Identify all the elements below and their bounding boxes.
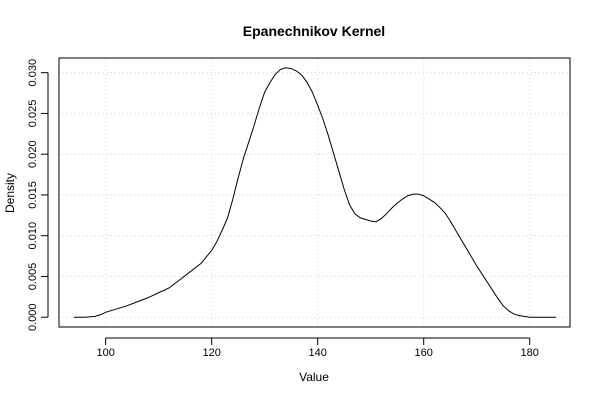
y-tick-label: 0.010 <box>27 222 39 250</box>
x-axis: 100 120 140 160 180 <box>96 337 539 359</box>
y-tick-label: 0.020 <box>27 140 39 168</box>
x-axis-label: Value <box>299 370 329 384</box>
x-tick-label: 120 <box>202 347 220 359</box>
y-tick-label: 0.000 <box>27 303 39 331</box>
density-curve <box>73 67 557 318</box>
x-tick-label: 100 <box>96 347 114 359</box>
y-tick-label: 0.030 <box>27 59 39 87</box>
x-tick-label: 180 <box>521 347 539 359</box>
chart-title: Epanechnikov Kernel <box>243 23 385 39</box>
y-axis: 0.000 0.005 0.010 0.015 0.020 0.025 0.030 <box>27 59 49 331</box>
x-tick-label: 140 <box>309 347 327 359</box>
x-tick-label: 160 <box>415 347 433 359</box>
grid <box>59 58 570 327</box>
y-tick-label: 0.015 <box>27 181 39 209</box>
y-tick-label: 0.025 <box>27 100 39 128</box>
y-tick-label: 0.005 <box>27 263 39 291</box>
plot-frame <box>58 57 571 328</box>
y-axis-label: Density <box>3 173 17 213</box>
